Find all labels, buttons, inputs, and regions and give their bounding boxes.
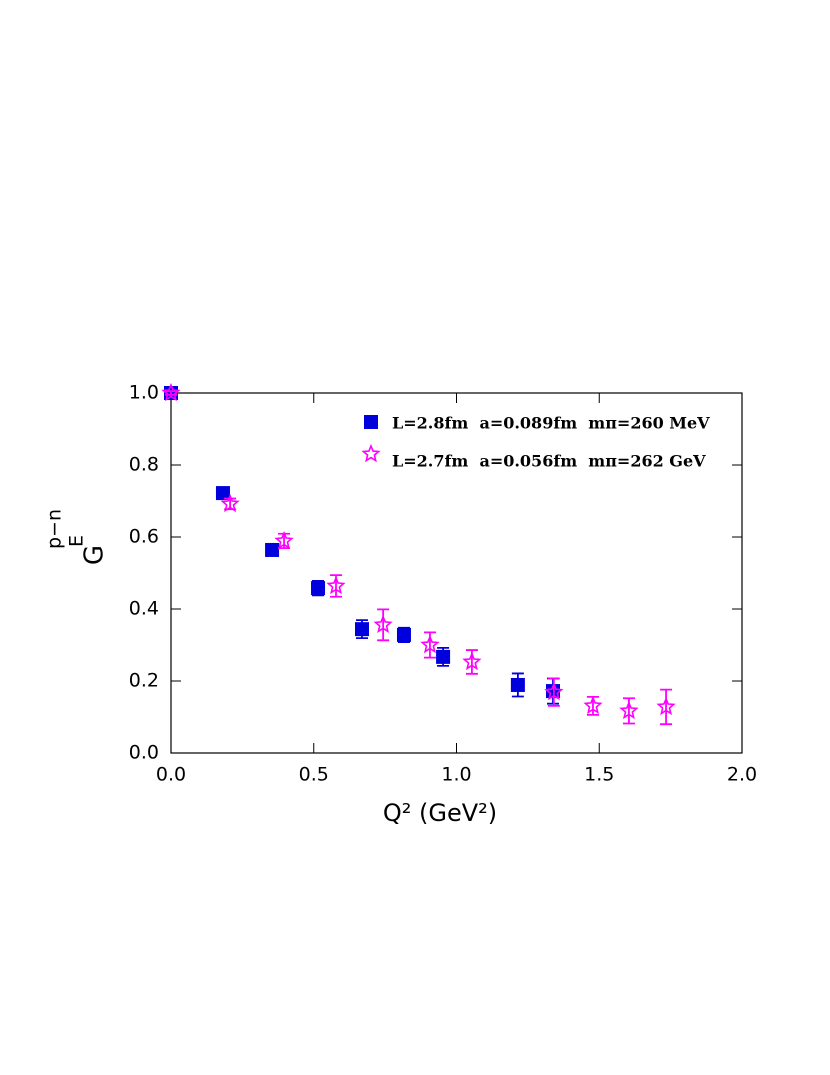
legend-marker xyxy=(364,415,378,429)
legend-marker xyxy=(361,443,381,463)
data-point xyxy=(265,542,280,557)
y-tick-label: 1.0 xyxy=(129,382,159,404)
x-tick-label: 0.0 xyxy=(156,764,186,786)
x-tick-label: 0.5 xyxy=(299,764,329,786)
x-tick-label: 1.5 xyxy=(584,764,614,786)
data-point xyxy=(326,575,346,595)
y-tick-label: 0.4 xyxy=(129,598,159,620)
data-point xyxy=(619,700,639,720)
data-point xyxy=(274,530,294,550)
error-bar xyxy=(377,608,390,642)
data-point xyxy=(220,493,240,513)
data-point xyxy=(311,581,326,596)
data-point xyxy=(354,622,369,637)
data-point xyxy=(396,627,411,642)
data-point xyxy=(420,634,440,654)
y-label-sub: E xyxy=(66,535,88,547)
y-tick-label: 0.0 xyxy=(129,742,159,764)
y-tick-label: 0.2 xyxy=(129,670,159,692)
legend-label: L=2.7fm a=0.056fm mπ=262 GeV xyxy=(392,452,706,471)
data-point xyxy=(544,682,564,701)
data-point xyxy=(510,677,525,692)
x-axis-label: Q² (GeV²) xyxy=(383,799,497,827)
y-label-main: G xyxy=(80,545,110,565)
plot-frame xyxy=(170,392,743,754)
x-tick-label: 1.0 xyxy=(441,764,471,786)
y-tick-label: 0.6 xyxy=(129,526,159,548)
data-point xyxy=(583,695,603,715)
y-label-sup: p−n xyxy=(44,509,66,549)
data-point xyxy=(161,382,181,402)
data-point xyxy=(373,614,393,634)
data-point xyxy=(215,486,230,501)
data-point xyxy=(462,651,482,671)
error-bar xyxy=(660,688,673,726)
data-point xyxy=(656,696,676,716)
y-tick-label: 0.8 xyxy=(129,454,159,476)
legend-label: L=2.8fm a=0.089fm mπ=260 MeV xyxy=(392,414,710,433)
y-axis-label: G p−n E xyxy=(44,509,110,565)
data-point xyxy=(436,649,451,664)
x-tick-label: 2.0 xyxy=(727,764,757,786)
